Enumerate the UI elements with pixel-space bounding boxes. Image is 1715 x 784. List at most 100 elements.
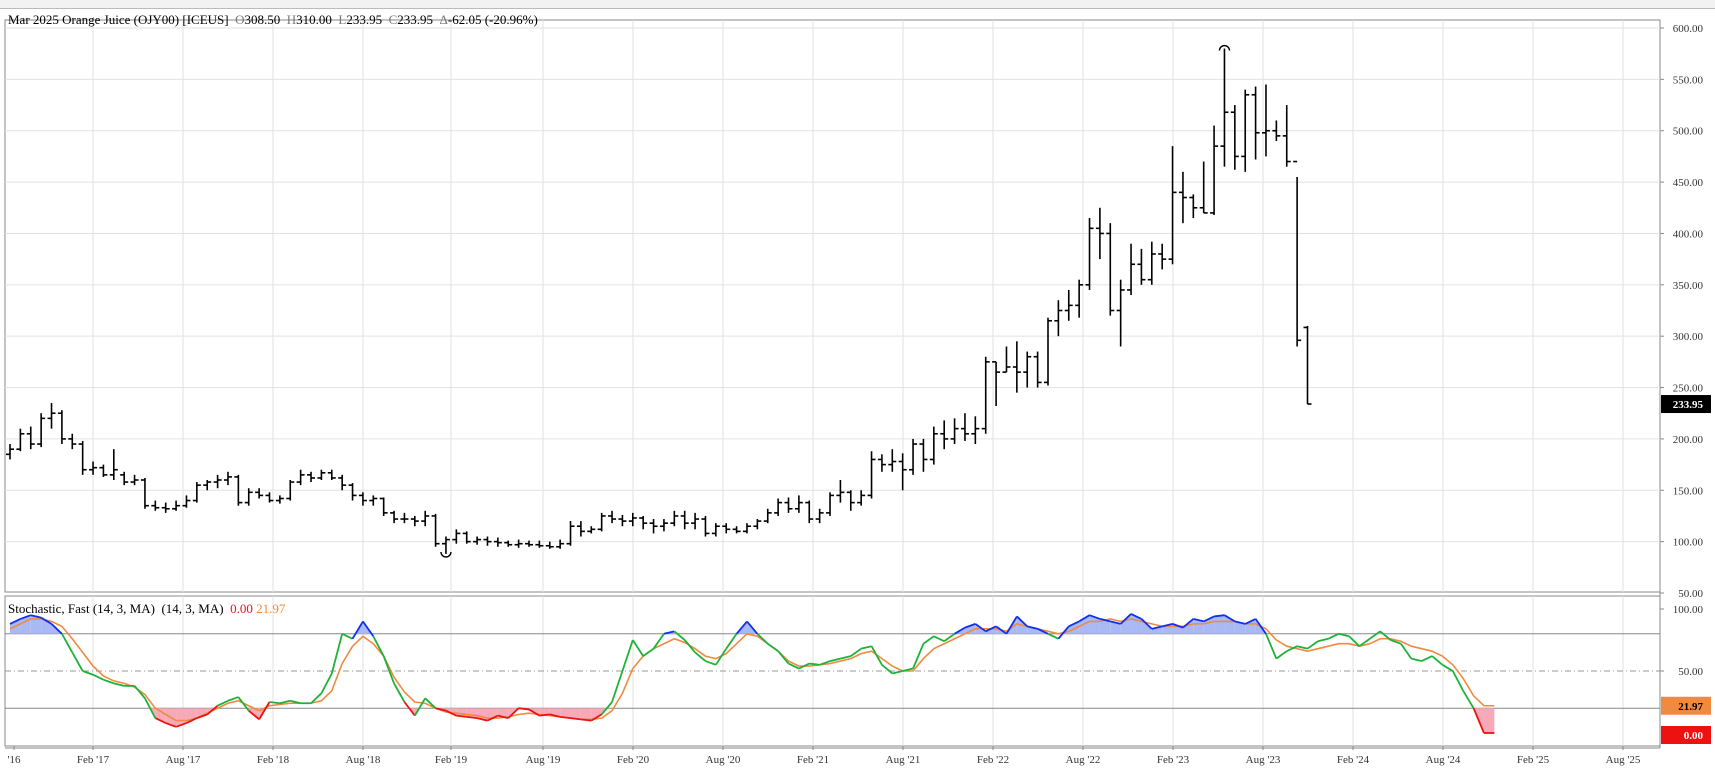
stochastic-k-segment [1110,620,1121,625]
price-y-tick-label: 150.00 [1673,485,1704,497]
stochastic-k-segment [186,717,198,724]
stochastic-k-segment [673,630,686,641]
stochastic-k-segment [435,707,447,712]
price-y-tick-label: 400.00 [1673,228,1704,240]
stochastic-k-segment [103,678,115,685]
stochastic-k-segment [860,645,872,650]
stochastic-k-segment [20,614,32,620]
stochastic-k-segment [196,713,208,719]
stochastic-k-segment [362,620,375,637]
overbought-fill [1224,615,1235,634]
price-y-tick-label: 500.00 [1673,126,1704,138]
stochastic-k-segment [175,722,187,728]
stochastic-k-segment [1078,614,1090,623]
stochastic-k-segment [1400,643,1413,660]
stochastic-k-segment [943,633,956,642]
stochastic-k-segment [269,701,280,705]
x-axis-tick-label: Aug '18 [346,754,381,766]
stochastic-k-segment [964,623,976,629]
all-time-high-marker [1218,44,1231,51]
stochastic-k-segment [995,625,1008,635]
stochastic-k-segment [1120,613,1132,625]
x-axis-tick-label: Aug '21 [886,754,921,766]
open-label: O [235,12,245,27]
stochastic-k-segment [694,651,707,662]
x-axis-tick-label: Feb '24 [1337,754,1370,766]
stochastic-k-segment [1338,632,1350,638]
period-low-marker [440,551,452,558]
price-y-tick-label: 250.00 [1673,383,1704,395]
stochastic-title: Stochastic, Fast (14, 3, MA) [8,601,155,616]
stochastic-header: Stochastic, Fast (14, 3, MA) (14, 3, MA)… [8,601,285,617]
stochastic-k-segment [1068,620,1080,628]
stochastic-k-segment [1421,655,1433,662]
stochastic-k-segment [590,713,603,722]
overbought-fill [1027,626,1038,634]
stochastic-k-segment [809,662,820,666]
x-axis-tick-label: Feb '25 [1517,754,1550,766]
stochastic-k-segment [113,682,125,687]
stochastic-k-segment [1223,614,1236,623]
overbought-fill [1151,626,1163,634]
stochastic-k-segment [652,633,665,650]
stochastic-k-segment [1057,625,1070,640]
low-value: 233.95 [346,12,383,27]
close-value: 233.95 [397,12,433,27]
stoch-y-tick-label: 50.00 [1678,666,1703,678]
stochastic-k-segment [237,696,250,712]
price-y-tick-label: 100.00 [1673,537,1704,549]
stochastic-k-segment [642,647,655,657]
stochastic-k-segment [840,655,851,660]
stochastic-k-segment [870,645,883,666]
stochastic-k-segment [1441,664,1454,672]
stochastic-k-segment [788,662,800,670]
stochastic-k-segment [1369,630,1381,640]
stochastic-k-segment [528,708,540,717]
stochastic-k-segment [1286,645,1298,652]
stochastic-k-segment [497,714,509,719]
stochastic-k-segment [40,616,52,625]
stochastic-k-segment [1099,618,1111,623]
stochastic-k-segment [414,697,426,717]
stochastic-k-segment [1089,614,1101,620]
stochastic-k-segment [71,651,84,672]
stochastic-k-segment [922,635,935,645]
high-label: H [286,12,297,27]
stochastic-k-segment [258,701,271,720]
stochastic-k-segment [1462,690,1475,709]
stochastic-k-segment [746,620,759,635]
stochastic-k-segment [424,697,437,709]
stochastic-d-value: 21.97 [256,601,286,616]
overbought-fill [1099,618,1111,634]
open-value: 308.50 [244,12,281,27]
stochastic-k-segment [310,692,323,704]
x-axis-tick-label: Feb '21 [797,754,829,766]
stochastic-k-segment [518,707,530,711]
change-value: -62.05 (-20.96%) [447,12,538,27]
stochastic-k-segment [705,660,717,666]
price-y-tick-label: 350.00 [1673,280,1704,292]
window-top-strip [0,0,1715,9]
stochastic-k-segment [476,717,488,722]
stochastic-k-segment [850,647,862,657]
stochastic-k-segment [1275,650,1288,660]
stochastic-k-segment [1182,618,1194,629]
stochastic-k-segment [684,639,696,653]
stochastic-k-segment [725,633,738,650]
overbought-fill [1110,621,1121,634]
stochastic-k-segment [82,670,94,676]
x-axis-tick-label: Feb '17 [77,754,110,766]
stochastic-k-segment [819,660,831,666]
oversold-fill [539,708,550,716]
stochastic-k-segment [144,697,157,719]
d-value-badge [1661,696,1711,715]
stochastic-k-segment [133,685,146,699]
x-axis-tick-label: Aug '19 [526,754,561,766]
stochastic-k-segment [1213,614,1225,618]
stochastic-k-segment [1161,623,1173,628]
stochastic-k-segment [1151,625,1163,630]
overbought-fill [1214,615,1225,634]
overbought-fill [1182,618,1194,634]
